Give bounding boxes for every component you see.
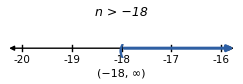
Text: -19: -19	[63, 55, 80, 65]
Text: ): )	[116, 41, 123, 56]
Text: -18: -18	[113, 55, 130, 65]
Text: -20: -20	[14, 55, 31, 65]
Text: (−18, ∞): (−18, ∞)	[97, 68, 146, 78]
Text: -17: -17	[163, 55, 180, 65]
Text: n > −18: n > −18	[95, 6, 148, 19]
Text: -16: -16	[212, 55, 229, 65]
